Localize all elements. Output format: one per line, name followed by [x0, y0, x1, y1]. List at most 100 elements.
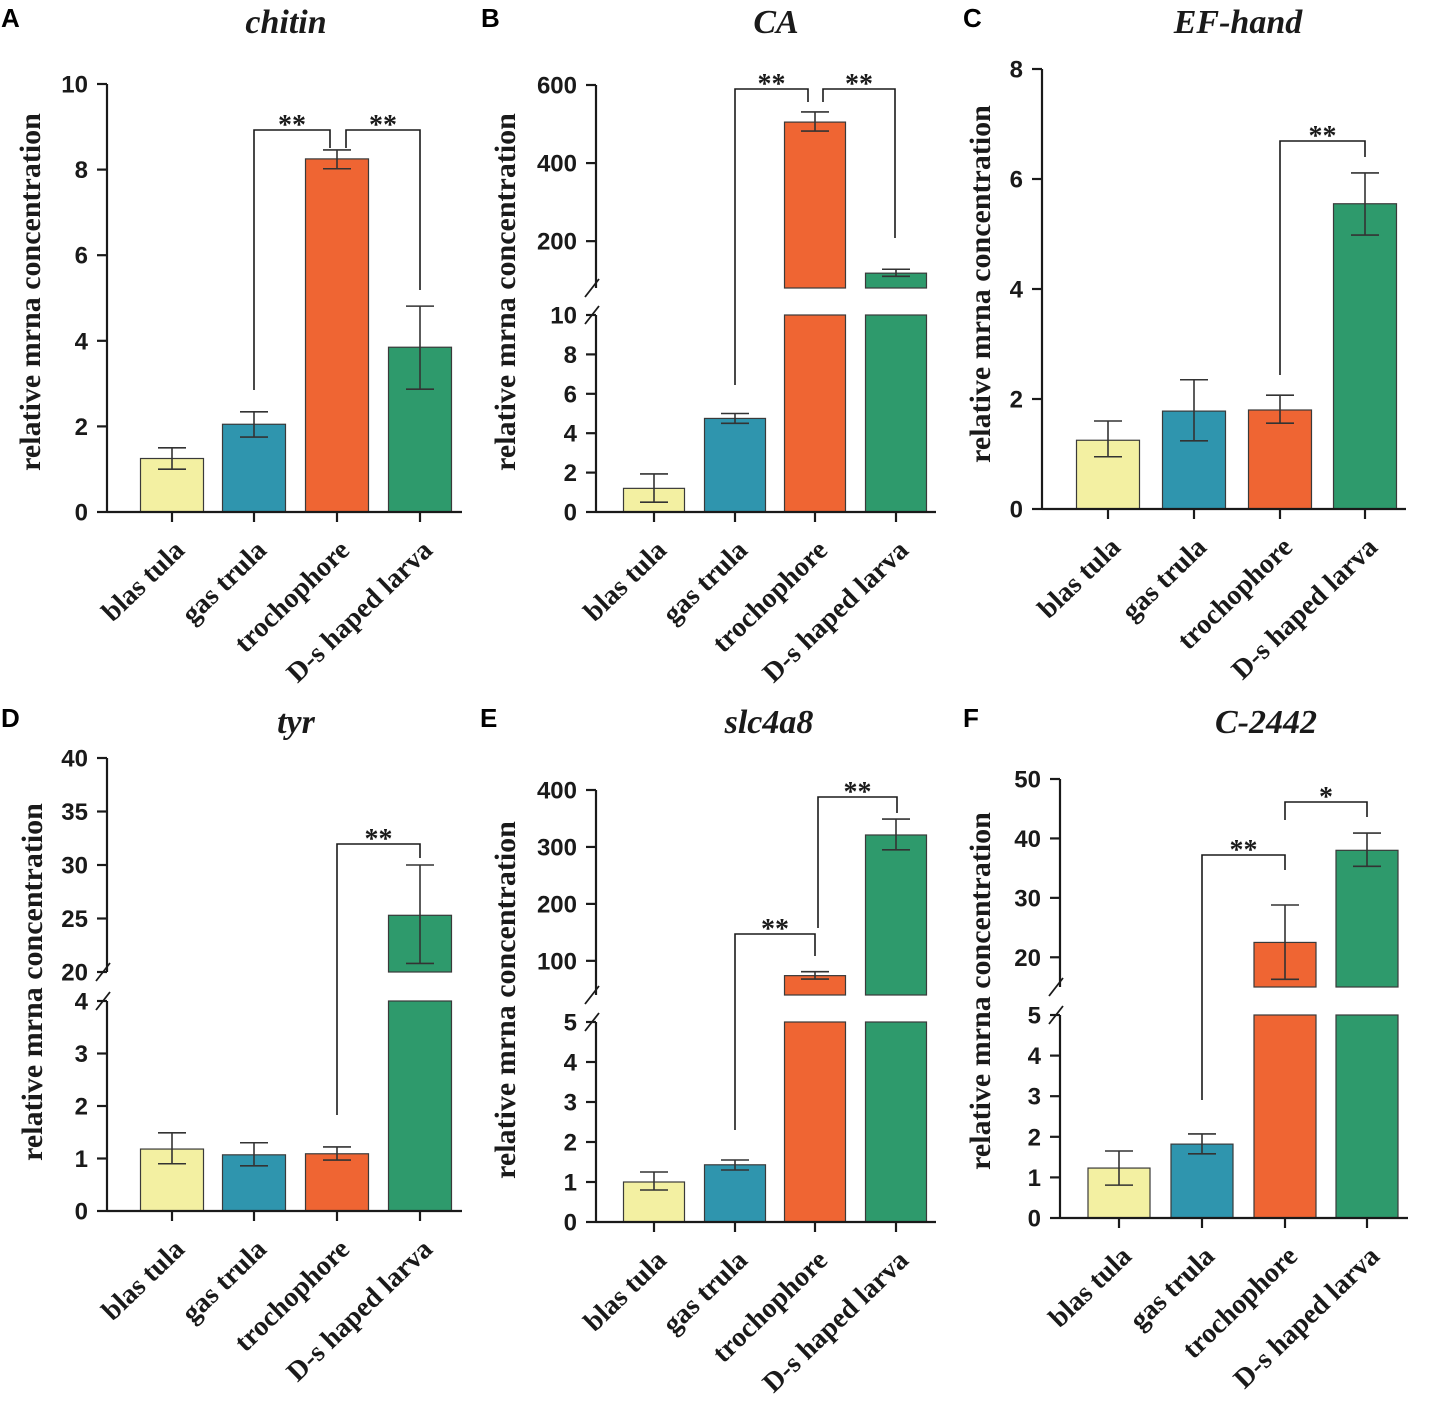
significance-label: **: [758, 69, 786, 100]
bar-trochophore-segment-1: [304, 1153, 370, 1212]
y-tick-label: 35: [61, 799, 88, 826]
y-tick-label: 100: [537, 948, 577, 975]
panel-b: B CA relative mrna concentration 0 2 4 6 8 10 200…: [481, 3, 936, 689]
y-tick-label: 50: [1014, 767, 1041, 794]
error-bar-blastula: [1094, 420, 1122, 458]
y-tick-label: 20: [1014, 945, 1041, 972]
y-tick-label: 3: [1028, 1084, 1041, 1111]
x-tick-label-d-shaped-larva: D-s haped larva: [757, 535, 915, 689]
bar-gastrula-segment-1: [703, 417, 767, 513]
x-tick-label-blastula: blas tula: [578, 535, 673, 628]
error-bar-gastrula: [1180, 378, 1208, 442]
y-tick-label: 4: [1028, 1043, 1042, 1070]
y-tick-label: 300: [537, 834, 577, 861]
y-tick-label: 0: [1010, 497, 1023, 524]
y-tick-label: 6: [75, 243, 88, 270]
error-bar-gastrula: [240, 411, 268, 438]
bar-d-shaped-larva-segment-1: [864, 314, 928, 513]
x-tick-label-blastula: blas tula: [96, 1234, 191, 1327]
y-tick-label: 0: [564, 500, 577, 527]
y-tick-label: 8: [1010, 57, 1023, 84]
y-tick-label: 3: [564, 1090, 577, 1117]
y-tick-label: 30: [61, 853, 88, 880]
error-bar-trochophore: [1271, 904, 1299, 981]
y-tick-label: 10: [550, 303, 577, 330]
error-bar-gastrula: [721, 1159, 749, 1171]
x-tick-label-blastula: blas tula: [578, 1245, 673, 1338]
significance-label: **: [761, 914, 789, 945]
y-tick-label: 6: [564, 381, 577, 408]
y-tick-label: 4: [75, 989, 89, 1016]
y-axis-label: relative mrna concentration: [489, 821, 522, 1179]
y-tick-label: 2: [564, 460, 577, 487]
significance-bracket: [822, 88, 896, 238]
bar-d-shaped-larva-segment-2: [864, 834, 928, 996]
y-tick-label: 4: [564, 421, 578, 448]
bar-gastrula-segment-1: [1170, 1143, 1234, 1219]
bar-d-shaped-larva-segment-1: [1335, 1014, 1399, 1219]
axis-break-mark: [584, 278, 600, 298]
significance-label: **: [1230, 835, 1258, 866]
y-axis-label: relative mrna concentration: [16, 803, 49, 1161]
error-bar-blastula: [158, 446, 186, 471]
panel-f: F C-2442 relative mrna concentration 0 1 2 3 4 5…: [963, 703, 1408, 1395]
error-bar-blastula: [158, 1131, 186, 1165]
x-tick-label-d-shaped-larva: D-s haped larva: [1226, 532, 1384, 686]
bar-d-shaped-larva: [1332, 203, 1398, 510]
error-bar-trochophore: [801, 970, 829, 980]
y-tick-label: 4: [564, 1050, 578, 1077]
significance-bracket: [1279, 140, 1366, 375]
significance-bracket: [817, 796, 898, 928]
axis-break-mark: [584, 985, 600, 1005]
x-tick-label-blastula: blas tula: [1043, 1241, 1138, 1334]
y-tick-label: 30: [1014, 885, 1041, 912]
panel-c: C EF-hand relative mrna concentration 0 2 4 6 8…: [963, 3, 1406, 686]
significance-bracket: [336, 843, 421, 1115]
error-bar-d-shaped-larva: [882, 268, 910, 278]
error-bar-d-shaped-larva: [882, 818, 910, 851]
y-tick-label: 400: [537, 778, 577, 805]
error-bar-gastrula: [240, 1141, 268, 1167]
y-tick-label: 5: [1028, 1003, 1041, 1030]
y-tick-label: 6: [1010, 167, 1023, 194]
chart-title: C-2442: [1215, 704, 1317, 741]
significance-label: **: [844, 777, 872, 808]
y-tick-label: 2: [75, 1094, 88, 1121]
y-tick-label: 1: [75, 1146, 88, 1173]
y-axis-label: relative mrna concentration: [964, 105, 997, 463]
y-axis-label: relative mrna concentration: [964, 812, 997, 1170]
chart-title: chitin: [245, 4, 326, 41]
error-bar-blastula: [1105, 1150, 1133, 1186]
significance-label: **: [1309, 121, 1337, 152]
bar-gastrula-segment-1: [703, 1164, 767, 1223]
axis-break-mark: [1048, 1005, 1064, 1025]
y-tick-label: 40: [61, 746, 88, 773]
panel-letter: E: [480, 703, 497, 733]
error-bar-blastula: [640, 473, 668, 503]
significance-bracket: [1201, 854, 1286, 1100]
bar-d-shaped-larva-segment-2: [1335, 849, 1399, 988]
bar-trochophore: [1247, 409, 1313, 510]
y-tick-label: 3: [75, 1041, 88, 1068]
significance-bracket: [734, 933, 816, 1130]
x-tick-label-blastula: blas tula: [1032, 532, 1127, 625]
y-tick-label: 0: [564, 1210, 577, 1237]
y-tick-label: 4: [75, 328, 89, 355]
y-tick-label: 1: [564, 1170, 577, 1197]
significance-label: **: [365, 824, 393, 855]
axis-break-mark: [1048, 977, 1064, 997]
y-tick-label: 0: [75, 1199, 88, 1226]
significance-label: **: [278, 110, 306, 141]
bar-trochophore-segment-1: [1253, 1014, 1317, 1219]
chart-title: slc4a8: [724, 704, 814, 741]
error-bar-gastrula: [1188, 1133, 1216, 1155]
chart-title: tyr: [277, 704, 316, 741]
bar-d-shaped-larva-segment-1: [387, 1000, 453, 1212]
bar-trochophore-segment-1: [783, 314, 847, 513]
panel-letter: D: [1, 703, 20, 733]
